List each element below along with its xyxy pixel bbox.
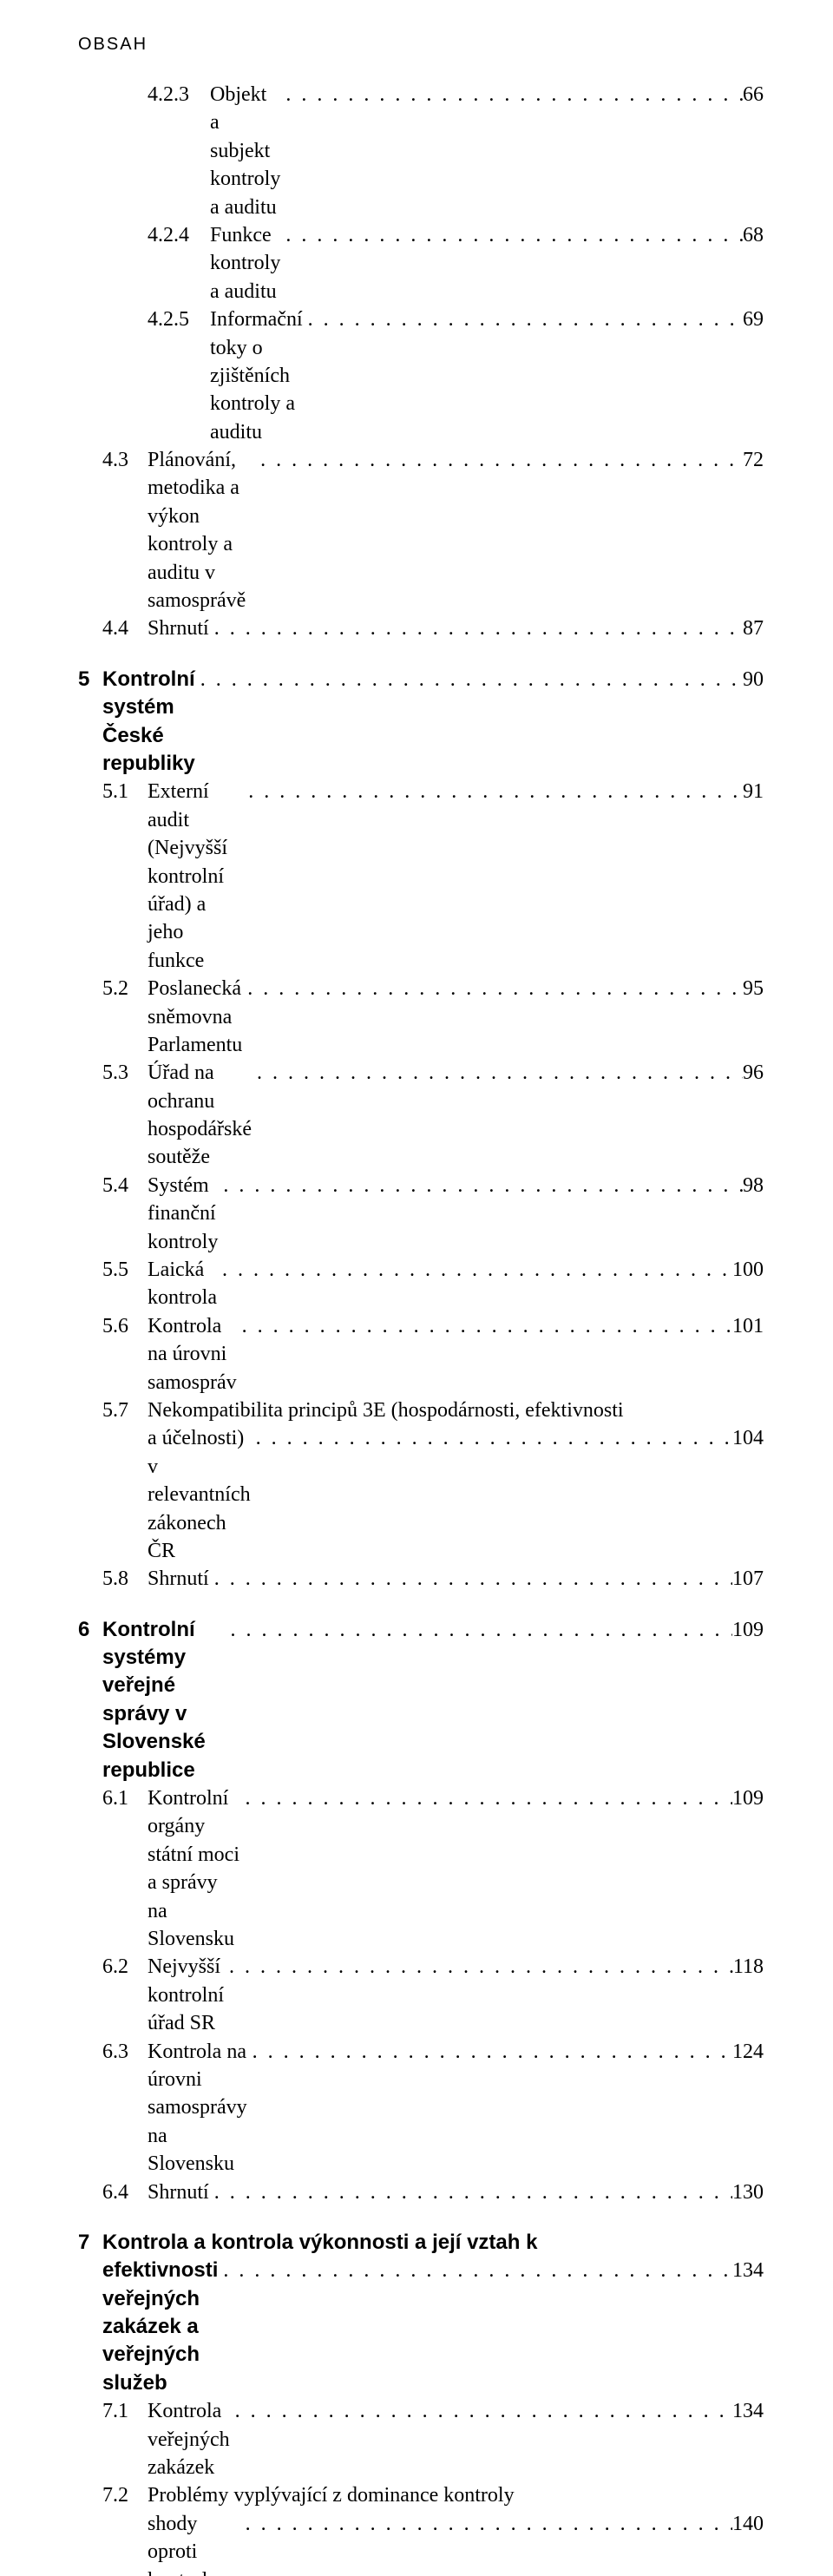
toc-entry: 7.1Kontrola veřejných zakázek 134 — [78, 2397, 764, 2481]
toc-section-number: 5.4 — [102, 1172, 148, 1199]
toc-entry-page: 107 — [732, 1565, 764, 1593]
toc-entry-page: 109 — [732, 1784, 764, 1812]
toc-block: 5Kontrolní systém České republiky 90 5.1Ex… — [78, 666, 764, 1594]
toc-entry-page: 104 — [732, 1424, 764, 1452]
toc-section-number: 5.8 — [102, 1565, 148, 1593]
toc-entry-page: 101 — [732, 1312, 764, 1340]
toc-entry-label: Informační toky o zjištěních kontroly a … — [210, 306, 303, 446]
toc-entry-label: Kontrola na úrovni samosprávy na Slovens… — [148, 2038, 247, 2178]
toc-entry-continuation: efektivnosti veřejných zakázek a veřejný… — [78, 2257, 764, 2397]
toc-entry-label: Nejvyšší kontrolní úřad SR — [148, 1953, 224, 2037]
toc-section-number: 4.4 — [102, 614, 148, 642]
toc-section-number: 7.2 — [102, 2481, 148, 2509]
toc-section-number: 7.1 — [102, 2397, 148, 2425]
toc-entry-label: Kontrola a kontrola výkonnosti a její vz… — [102, 2229, 537, 2257]
toc-entry-label: Nekompatibilita principů 3E (hospodárnos… — [148, 1396, 624, 1424]
toc-entry: 6.3Kontrola na úrovni samosprávy na Slov… — [78, 2038, 764, 2178]
toc-subsection-number: 4.2.4 — [148, 221, 210, 249]
toc-entry-label: Plánování, metodika a výkon kontroly a a… — [148, 446, 255, 614]
toc-chapter-number: 6 — [78, 1616, 102, 1644]
toc-entry-label: Kontrola veřejných zakázek — [148, 2397, 230, 2481]
toc-entry-page: 69 — [743, 306, 764, 333]
toc-entry-page: 87 — [743, 614, 764, 642]
toc-section-number: 5.1 — [102, 778, 148, 805]
toc-entry: 6.4Shrnutí 130 — [78, 2178, 764, 2206]
toc-entry-label: Systém finanční kontroly — [148, 1172, 218, 1256]
toc-section-number: 6.4 — [102, 2178, 148, 2206]
toc-entry: 6Kontrolní systémy veřejné správy v Slov… — [78, 1616, 764, 1784]
toc-entry-page: 140 — [732, 2510, 764, 2538]
toc-section-number: 5.7 — [102, 1396, 148, 1424]
toc-entry-page: 134 — [732, 2397, 764, 2425]
toc-section-number: 6.2 — [102, 1953, 148, 1981]
toc-entry-page: 100 — [732, 1256, 764, 1284]
toc-entry-page: 68 — [743, 221, 764, 249]
toc-entry: 5.7Nekompatibilita principů 3E (hospodár… — [78, 1396, 764, 1424]
toc-entry-page: 130 — [732, 2178, 764, 2206]
toc-entry-label: Shrnutí — [148, 2178, 209, 2206]
toc-entry-label: Externí audit (Nejvyšší kontrolní úřad) … — [148, 778, 243, 975]
toc-entry: 4.4Shrnutí 87 — [78, 614, 764, 642]
toc-entry-label: Úřad na ochranu hospodářské soutěže — [148, 1059, 252, 1172]
toc-entry: 4.3Plánování, metodika a výkon kontroly … — [78, 446, 764, 614]
toc-section-number: 5.5 — [102, 1256, 148, 1284]
toc-entry-page: 118 — [733, 1953, 764, 1981]
toc-section-number: 6.3 — [102, 2038, 148, 2066]
toc-entry: 5.2Poslanecká sněmovna Parlamentu 95 — [78, 975, 764, 1059]
toc-entry-label: Objekt a subjekt kontroly a auditu — [210, 81, 280, 221]
toc-entry-continuation: a účelnosti) v relevantních zákonech ČR1… — [78, 1424, 764, 1565]
toc-entry: 5.8Shrnutí 107 — [78, 1565, 764, 1593]
running-head: OBSAH — [78, 35, 764, 55]
toc-chapter-number: 7 — [78, 2229, 102, 2257]
toc-entry-label: Kontrolní systém České republiky — [102, 666, 195, 779]
table-of-contents: 4.2.3Objekt a subjekt kontroly a auditu 6… — [78, 81, 764, 2576]
toc-entry-page: 98 — [743, 1172, 764, 1199]
toc-entry-page: 109 — [732, 1616, 764, 1644]
toc-entry-label: Problémy vyplývající z dominance kontrol… — [148, 2481, 515, 2509]
toc-entry-continuation: shody oproti kontrole výkonnosti140 — [78, 2510, 764, 2576]
toc-entry: 6.1Kontrolní orgány státní moci a správy… — [78, 1784, 764, 1953]
toc-subsection-number: 4.2.3 — [148, 81, 210, 108]
toc-entry: 5.6Kontrola na úrovni samospráv 101 — [78, 1312, 764, 1396]
toc-entry-page: 96 — [743, 1059, 764, 1087]
toc-entry-page: 134 — [732, 2257, 764, 2284]
toc-block: 4.2.3Objekt a subjekt kontroly a auditu 6… — [78, 81, 764, 643]
toc-entry-label: Shrnutí — [148, 1565, 209, 1593]
toc-entry: 5.4Systém finanční kontroly 98 — [78, 1172, 764, 1256]
toc-entry: 4.2.5Informační toky o zjištěních kontro… — [78, 306, 764, 446]
toc-entry-page: 90 — [743, 666, 764, 693]
toc-entry-page: 72 — [743, 446, 764, 474]
toc-entry: 6.2Nejvyšší kontrolní úřad SR 118 — [78, 1953, 764, 2037]
toc-entry-label: Laická kontrola — [148, 1256, 217, 1312]
toc-entry-label: Kontrolní systémy veřejné správy v Slove… — [102, 1616, 226, 1784]
toc-entry-label: Kontrola na úrovni samospráv — [148, 1312, 237, 1396]
toc-section-number: 5.2 — [102, 975, 148, 1002]
toc-chapter-number: 5 — [78, 666, 102, 693]
toc-entry-page: 66 — [743, 81, 764, 108]
toc-subsection-number: 4.2.5 — [148, 306, 210, 333]
toc-entry: 5Kontrolní systém České republiky 90 — [78, 666, 764, 779]
toc-entry-label: Kontrolní orgány státní moci a správy na… — [148, 1784, 240, 1953]
toc-entry: 4.2.3Objekt a subjekt kontroly a auditu 6… — [78, 81, 764, 221]
toc-section-number: 4.3 — [102, 446, 148, 474]
toc-entry-label: Shrnutí — [148, 614, 209, 642]
toc-section-number: 6.1 — [102, 1784, 148, 1812]
toc-entry-page: 124 — [732, 2038, 764, 2066]
toc-entry: 7.2Problémy vyplývající z dominance kont… — [78, 2481, 764, 2509]
toc-section-number: 5.6 — [102, 1312, 148, 1340]
toc-entry: 7Kontrola a kontrola výkonnosti a její v… — [78, 2229, 764, 2257]
toc-entry-page: 95 — [743, 975, 764, 1002]
toc-entry: 4.2.4Funkce kontroly a auditu 68 — [78, 221, 764, 306]
toc-entry: 5.5Laická kontrola 100 — [78, 1256, 764, 1312]
toc-entry-label: Poslanecká sněmovna Parlamentu — [148, 975, 242, 1059]
toc-block: 6Kontrolní systémy veřejné správy v Slov… — [78, 1616, 764, 2206]
toc-entry: 5.3Úřad na ochranu hospodářské soutěže 96 — [78, 1059, 764, 1172]
toc-entry-label: Funkce kontroly a auditu — [210, 221, 280, 306]
toc-entry-page: 91 — [743, 778, 764, 805]
toc-entry: 5.1Externí audit (Nejvyšší kontrolní úřa… — [78, 778, 764, 975]
toc-section-number: 5.3 — [102, 1059, 148, 1087]
toc-block: 7Kontrola a kontrola výkonnosti a její v… — [78, 2229, 764, 2576]
